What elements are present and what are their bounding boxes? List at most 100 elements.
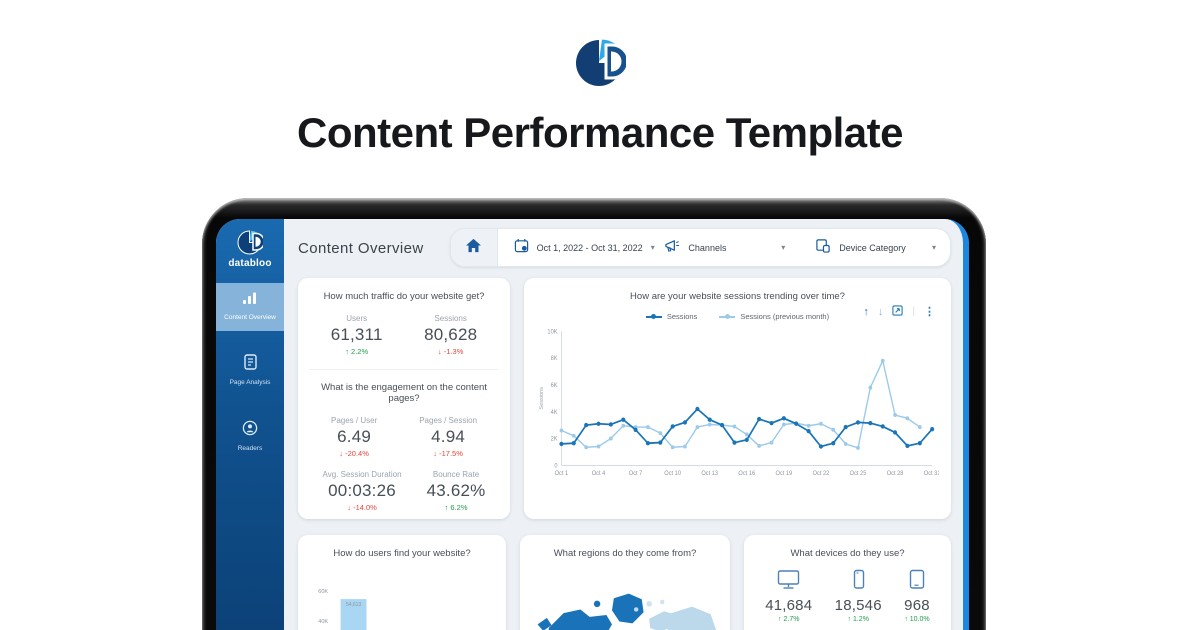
card-title: What is the engagement on the content pa… [321, 382, 487, 404]
bottom-cards-row: How do users find your website? 20K40K60… [298, 535, 951, 630]
calendar-icon [514, 238, 529, 258]
card-title: How do users find your website? [333, 548, 471, 559]
header-bar: Content Overview Oct 1, 2022 - Oct 31, 2… [298, 228, 951, 267]
legend-marker [719, 313, 736, 320]
sessions-line-chart[interactable]: 0 2K 4K 6K 8K 10K Oct 1 Oct 4 Oct 7 Oct 10 Oct 13 O… [536, 325, 941, 483]
svg-text:Oct 31: Oct 31 [924, 471, 939, 477]
metric-label: Users [346, 314, 368, 323]
svg-text:Oct 22: Oct 22 [813, 471, 830, 477]
legend-label: Sessions [666, 312, 698, 321]
metric-avg-session-duration: Avg. Session Duration 00:03:26 ↓ -14.0% [323, 470, 402, 512]
metric-value: 18,546 [834, 597, 882, 614]
bar-chart-icon [242, 292, 258, 309]
brand-name: databloo [228, 258, 272, 269]
top-cards-row: How much traffic do your website get? Us… [298, 278, 951, 519]
metric-delta: ↑ 6.2% [444, 503, 468, 512]
metric-value: 41,684 [765, 597, 813, 614]
databloo-logo-small [237, 230, 263, 255]
chevron-down-icon: ▾ [650, 243, 655, 252]
more-options-icon[interactable]: ⋮ [924, 305, 935, 318]
svg-text:Oct 25: Oct 25 [850, 471, 867, 477]
svg-text:0: 0 [554, 463, 558, 469]
document-icon [243, 354, 258, 374]
svg-text:54,613: 54,613 [346, 602, 361, 608]
metric-delta: ↑ 10.0% [904, 616, 930, 623]
date-range-filter[interactable]: Oct 1, 2022 - Oct 31, 2022 ▾ [498, 238, 655, 258]
sidebar-item-label: Page Analysis [229, 379, 271, 387]
home-button[interactable] [450, 229, 498, 266]
card-title: What devices do they use? [790, 548, 905, 559]
divider [310, 369, 498, 370]
metric-bounce-rate: Bounce Rate 43.62% ↑ 6.2% [427, 470, 486, 512]
chevron-down-icon: ▾ [781, 243, 786, 252]
svg-text:8K: 8K [551, 356, 558, 362]
channels-card: How do users find your website? 20K40K60… [298, 535, 506, 630]
metric-label: Pages / User [330, 416, 378, 425]
svg-text:Oct 13: Oct 13 [701, 471, 718, 477]
metric-value: 00:03:26 [328, 481, 396, 500]
svg-text:Oct 4: Oct 4 [592, 471, 606, 477]
legend-item-sessions-previous[interactable]: Sessions (previous month) [719, 312, 829, 321]
regions-card: What regions do they come from? [520, 535, 730, 630]
devices-icon [815, 238, 831, 258]
metric-delta: ↓ -17.5% [433, 449, 463, 458]
sidebar-item-content-overview[interactable]: Content Overview [216, 283, 284, 332]
page-title: Content Overview [298, 240, 424, 257]
metric-mobile: 18,546 ↑ 1.2% [835, 569, 882, 623]
legend-item-sessions[interactable]: Sessions [645, 312, 698, 321]
metric-sessions: Sessions 80,628 ↓ -1.3% [424, 314, 477, 356]
legend-marker [645, 313, 662, 320]
metric-value: 80,628 [424, 325, 478, 344]
svg-text:Oct 19: Oct 19 [776, 471, 793, 477]
filter-toolbar: Oct 1, 2022 - Oct 31, 2022 ▾ Channels ▾ [449, 228, 951, 267]
metric-label: Avg. Session Duration [322, 470, 402, 479]
metric-delta: ↑ 2.2% [345, 347, 369, 356]
hero-title: Content Performance Template [296, 109, 904, 156]
divider: | [912, 306, 915, 317]
device-category-filter[interactable]: Device Category ▾ [799, 238, 950, 258]
arrow-down-icon[interactable]: ↓ [877, 305, 884, 318]
tablet-frame: databloo Content Overview Page Analysis … [202, 198, 986, 630]
channels-filter[interactable]: Channels ▾ [648, 238, 799, 258]
sidebar-item-readers[interactable]: Readers [216, 411, 284, 462]
sidebar-item-page-analysis[interactable]: Page Analysis [216, 345, 284, 396]
databloo-logo [576, 39, 626, 86]
metric-label: Sessions [434, 314, 467, 323]
home-icon [465, 238, 482, 258]
devices-card: What devices do they use? 41,684 ↑ 2.7% [744, 535, 951, 630]
card-title: How are your website sessions trending o… [630, 291, 845, 302]
svg-text:2K: 2K [551, 436, 558, 442]
device-category-label: Device Category [839, 242, 906, 253]
metric-delta: ↓ -14.0% [347, 503, 377, 512]
svg-text:40K: 40K [318, 619, 328, 625]
metric-value: 61,311 [330, 325, 383, 344]
svg-text:60K: 60K [318, 589, 328, 595]
metric-tablet: 968 ↑ 10.0% [904, 569, 930, 623]
chevron-down-icon: ▾ [932, 243, 937, 252]
svg-text:Oct 1: Oct 1 [555, 471, 569, 477]
desktop-icon [776, 570, 801, 594]
metric-label: Bounce Rate [432, 470, 480, 479]
legend-label: Sessions (previous month) [740, 312, 830, 321]
world-map[interactable] [532, 567, 718, 630]
metric-value: 968 [904, 597, 930, 614]
metric-value: 43.62% [426, 481, 486, 500]
megaphone-icon [664, 238, 680, 258]
sidebar-item-label: Readers [237, 444, 263, 452]
arrow-up-icon[interactable]: ↑ [863, 305, 869, 318]
date-range-label: Oct 1, 2022 - Oct 31, 2022 [536, 242, 643, 253]
metric-delta: ↑ 2.7% [778, 616, 800, 623]
sidebar-item-label: Content Overview [224, 314, 276, 321]
explore-chart-icon[interactable] [892, 305, 904, 319]
channels-bar-chart[interactable]: 20K40K60K54,613 [308, 561, 496, 630]
dashboard-screen: databloo Content Overview Page Analysis … [216, 219, 969, 630]
metric-pages-per-session: Pages / Session 4.94 ↓ -17.5% [419, 416, 477, 458]
metric-delta: ↓ -1.3% [437, 347, 464, 356]
tablet-icon [904, 569, 929, 594]
card-title: What regions do they come from? [553, 548, 697, 559]
mobile-icon [846, 569, 871, 594]
reader-icon [242, 420, 258, 440]
metric-pages-per-user: Pages / User 6.49 ↓ -20.4% [331, 416, 377, 458]
sessions-trend-card: How are your website sessions trending o… [524, 278, 951, 519]
svg-text:6K: 6K [551, 383, 558, 389]
